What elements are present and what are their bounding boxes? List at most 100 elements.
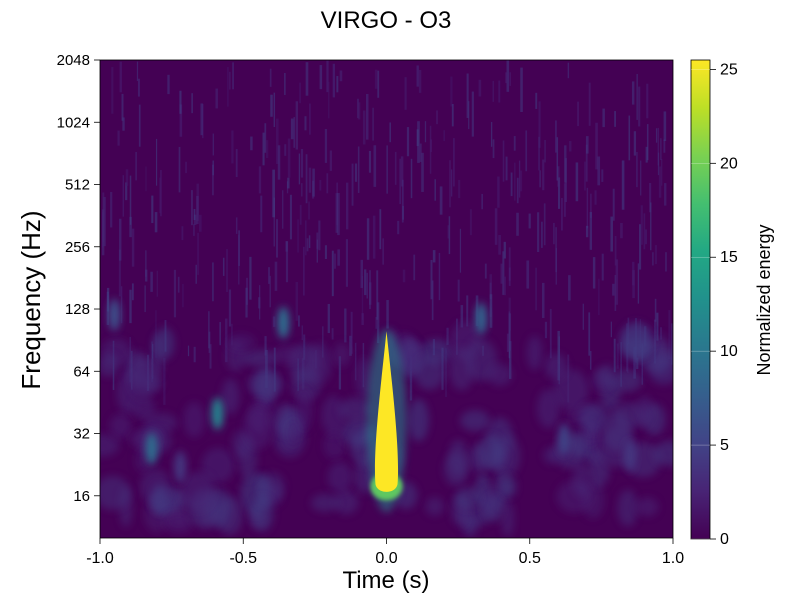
noise-streak: [509, 72, 511, 86]
noise-blob: [558, 423, 571, 456]
noise-streak: [431, 280, 434, 321]
noise-streak: [119, 218, 122, 261]
colorbar: [690, 59, 711, 540]
noise-streak: [585, 225, 589, 238]
noise-smudge: [273, 345, 302, 364]
noise-streak: [663, 111, 667, 142]
noise-smudge: [100, 434, 119, 457]
noise-streak: [245, 287, 248, 318]
noise-streak: [668, 310, 671, 360]
noise-smudge: [226, 333, 256, 352]
noise-streak: [110, 191, 113, 228]
noise-streak: [636, 151, 638, 188]
noise-streak: [526, 260, 530, 289]
noise-streak: [258, 166, 262, 194]
noise-streak: [399, 158, 401, 205]
noise-streak: [361, 313, 364, 325]
noise-streak: [156, 270, 158, 297]
noise-streak: [490, 122, 493, 147]
noise-streak: [319, 65, 323, 90]
noise-streak: [377, 70, 380, 98]
noise-streak: [637, 263, 640, 304]
noise-streak: [466, 295, 469, 327]
noise-streak: [386, 145, 388, 194]
noise-blobs: [108, 298, 637, 484]
noise-smudge: [327, 462, 353, 493]
noise-streak: [212, 133, 214, 156]
noise-streak: [643, 213, 646, 250]
noise-streak: [612, 188, 615, 221]
noise-streak: [640, 205, 643, 245]
noise-streak: [273, 197, 275, 247]
noise-streak: [137, 78, 140, 97]
y-axis-label: Frequency (Hz): [16, 210, 46, 389]
noise-streak: [269, 275, 271, 308]
y-tick-label: 512: [65, 177, 90, 194]
noise-smudge: [334, 490, 359, 515]
noise-smudge: [443, 452, 469, 487]
noise-streak: [235, 217, 238, 234]
noise-streak: [595, 122, 598, 170]
noise-streak: [277, 145, 281, 180]
noise-streak: [406, 127, 410, 157]
noise-streak: [503, 241, 506, 259]
noise-streak: [636, 73, 638, 120]
noise-streak: [646, 124, 649, 161]
noise-smudge: [181, 471, 215, 512]
noise-streak: [155, 138, 158, 186]
noise-streak: [592, 257, 596, 289]
noise-smudge: [537, 389, 560, 428]
noise-streak: [301, 183, 303, 197]
noise-streak: [597, 156, 601, 186]
noise-streak: [638, 224, 642, 270]
noise-streak: [225, 318, 228, 363]
noise-streak: [498, 234, 501, 255]
noise-streak: [295, 101, 298, 150]
noise-streak: [308, 103, 311, 135]
noise-streak: [513, 136, 516, 151]
noise-streak: [628, 115, 631, 161]
signal-core: [374, 331, 399, 492]
noise-streak: [502, 251, 505, 295]
noise-streak: [322, 326, 324, 358]
noise-streak: [588, 82, 591, 126]
noise-streak: [117, 130, 120, 146]
noise-streak: [660, 138, 662, 161]
noise-streak: [430, 139, 432, 152]
noise-streak: [270, 94, 273, 117]
noise-streak: [520, 67, 523, 113]
noise-streak: [438, 252, 441, 301]
noise-streak: [518, 160, 521, 198]
noise-streak: [345, 182, 349, 230]
noise-streak: [610, 321, 613, 338]
noise-streak: [446, 327, 449, 345]
noise-streak: [535, 92, 538, 109]
noise-streak: [658, 166, 662, 198]
noise-streak: [460, 305, 464, 328]
noise-smudge: [487, 363, 512, 386]
noise-streak: [185, 161, 187, 174]
noise-streak: [344, 308, 347, 343]
noise-streak: [179, 90, 182, 114]
noise-streak: [416, 65, 419, 87]
noise-streak: [318, 220, 321, 251]
noise-streak: [160, 170, 162, 217]
noise-streak: [654, 298, 657, 322]
noise-streak: [508, 313, 512, 351]
noise-streak: [413, 254, 416, 281]
noise-streak: [478, 79, 482, 97]
noise-streak: [298, 315, 300, 327]
noise-streak: [145, 250, 147, 277]
noise-streak: [193, 346, 196, 363]
noise-streak: [445, 348, 447, 398]
noise-streak: [453, 138, 455, 187]
y-tick-label: 256: [65, 239, 90, 256]
noise-streak: [301, 325, 303, 341]
noise-streak: [362, 110, 366, 145]
noise-streak: [506, 60, 510, 92]
noise-smudge: [339, 397, 372, 422]
noise-smudge: [477, 435, 505, 471]
noise-streak: [410, 158, 413, 199]
noise-smudge: [355, 357, 372, 399]
noise-streak: [503, 276, 507, 296]
